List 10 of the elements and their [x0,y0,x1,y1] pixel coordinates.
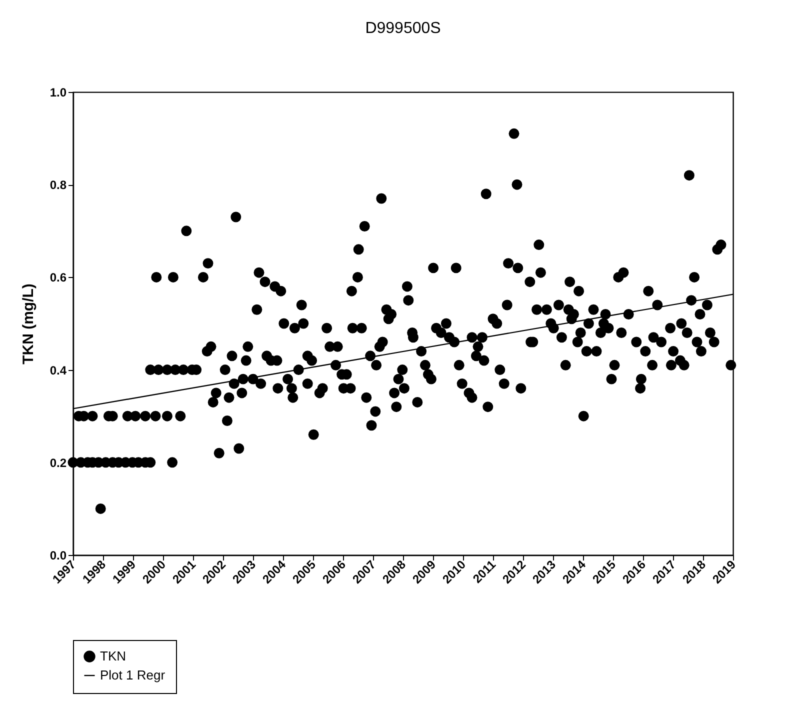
chart-title: D999500S [365,20,441,37]
y-axis-title: TKN (mg/L) [20,284,37,364]
y-tick-label: 0.4 [50,363,67,378]
y-tick-label: 0.2 [50,456,67,470]
y-tick-label: 0.6 [50,270,67,285]
legend-label: TKN [100,648,126,664]
y-tick-label: 1.0 [50,86,67,100]
legend-label: Plot 1 Regr [100,668,166,682]
y-tick-label: 0.8 [50,178,67,192]
y-tick-label: 0.0 [50,548,67,562]
